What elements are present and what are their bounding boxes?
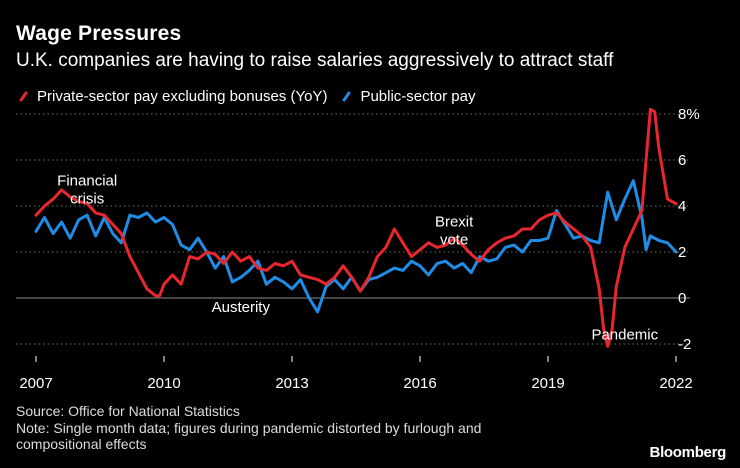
legend: Private-sector pay excluding bonuses (Yo… [16, 88, 488, 105]
x-tick-label: 2007 [19, 375, 52, 392]
source-note: Source: Office for National Statistics [16, 403, 240, 419]
footnote-line-2: compositional effects [16, 436, 147, 452]
annotation-line: Pandemic [591, 326, 658, 343]
y-tick-label: -2 [678, 336, 691, 353]
y-tick-label: 8% [678, 106, 700, 123]
annotation-line: crisis [70, 190, 104, 207]
annotation-line: Financial [57, 172, 117, 189]
x-tick-label: 2022 [659, 375, 692, 392]
annotation-brexit: Brexit vote [435, 214, 474, 249]
annotation-austerity: Austerity [212, 299, 271, 316]
annotation-pandemic: Pandemic [591, 326, 658, 343]
chart-subtitle: U.K. companies are having to raise salar… [16, 50, 614, 71]
x-tick-label: 2016 [403, 375, 436, 392]
annotation-line: Austerity [212, 299, 271, 316]
annotation-line: vote [440, 232, 468, 249]
series-line-private [34, 107, 678, 348]
annotation-line: Brexit [435, 214, 474, 231]
y-tick-label: 4 [678, 198, 686, 215]
x-tick-label: 2013 [275, 375, 308, 392]
y-tick-label: 0 [678, 290, 686, 307]
chart-title: Wage Pressures [16, 22, 182, 45]
annotation-financial-crisis: Financial crisis [57, 172, 117, 207]
legend-label-private: Private-sector pay excluding bonuses (Yo… [37, 88, 328, 105]
legend-item-public: Public-sector pay [339, 88, 476, 105]
y-tick-label: 2 [678, 244, 686, 261]
footnote-line-1: Note: Single month data; figures during … [16, 419, 482, 436]
legend-item-private: Private-sector pay excluding bonuses (Yo… [16, 88, 327, 105]
legend-label-public: Public-sector pay [360, 88, 476, 105]
bloomberg-logo: Bloomberg [649, 444, 727, 461]
x-tick-label: 2010 [147, 375, 180, 392]
series-line-public [34, 179, 678, 314]
x-tick-label: 2019 [531, 375, 564, 392]
chart-footer: Source: Office for National Statistics N… [16, 403, 481, 453]
y-tick-label: 6 [678, 152, 686, 169]
